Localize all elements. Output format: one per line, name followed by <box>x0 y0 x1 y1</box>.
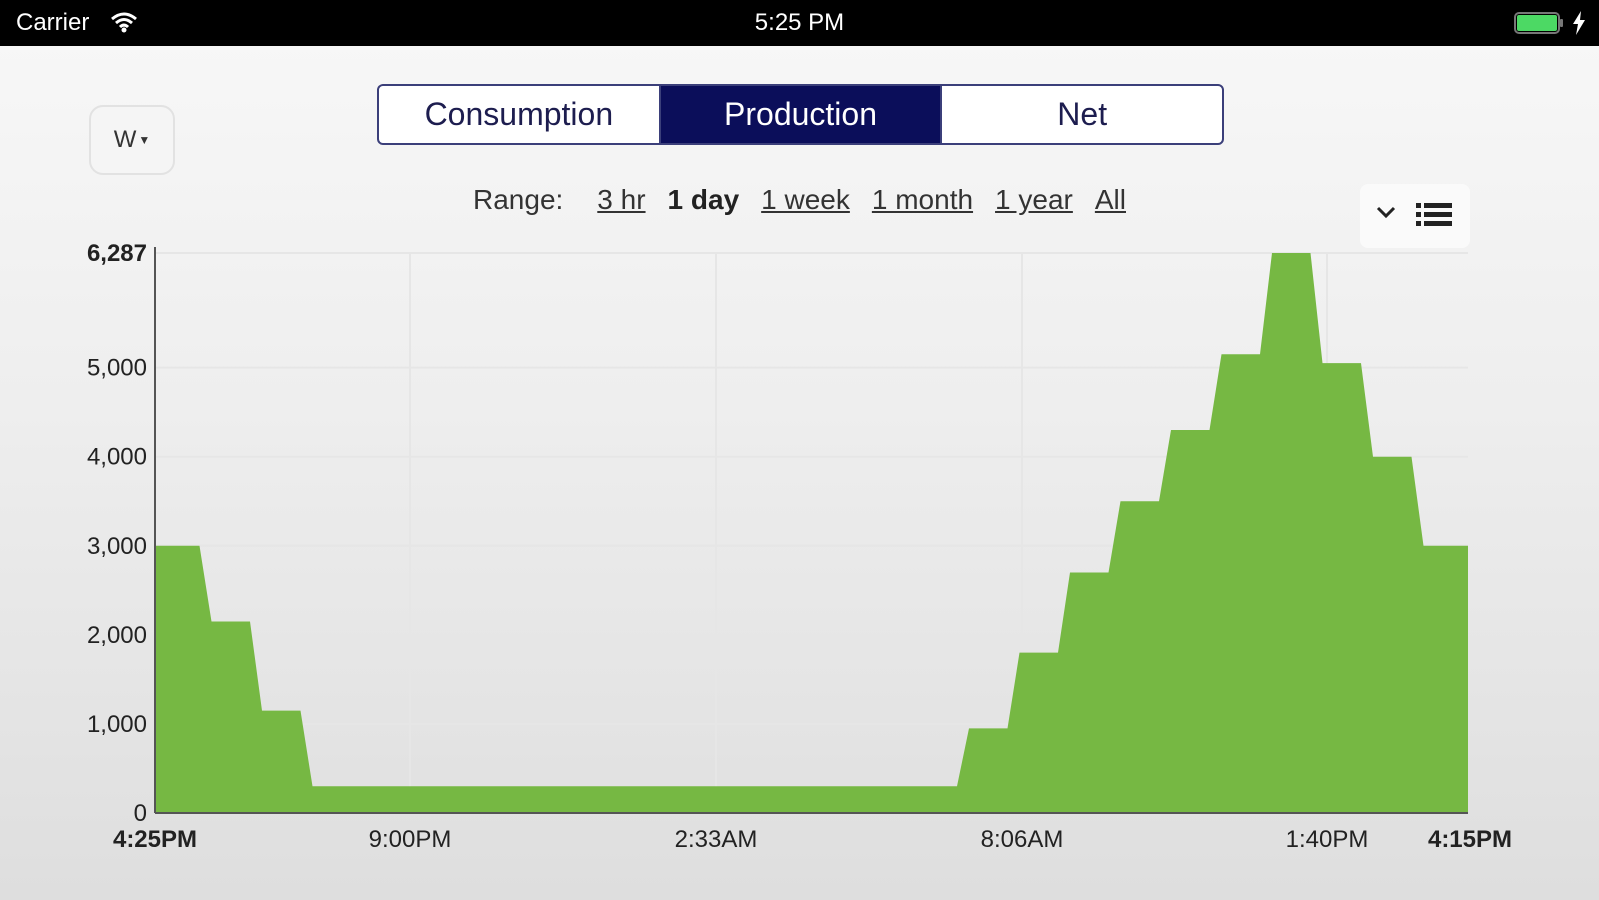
x-tick-label: 1:40PM <box>1286 826 1369 853</box>
x-tick-label: 2:33AM <box>675 826 758 853</box>
range-option-1month[interactable]: 1 month <box>871 184 974 215</box>
tab-production[interactable]: Production <box>658 86 941 143</box>
range-option-1year[interactable]: 1 year <box>995 184 1073 215</box>
battery-icon <box>1514 12 1563 34</box>
y-tick-label: 6,287 <box>87 240 147 267</box>
unit-label: W <box>113 126 137 153</box>
x-tick-label: 9:00PM <box>369 826 452 853</box>
x-tick-label: 4:15PM <box>1428 826 1512 853</box>
range-selector: Range: 3 hr 1 day 1 week 1 month 1 year … <box>0 180 1599 220</box>
x-tick-label: 8:06AM <box>981 826 1064 853</box>
mode-segmented-control: Consumption Production Net <box>377 84 1224 145</box>
y-tick-label: 3,000 <box>87 533 147 560</box>
tab-net[interactable]: Net <box>940 86 1222 143</box>
caret-down-icon: ▼ <box>138 133 151 147</box>
range-option-1day[interactable]: 1 day <box>667 184 740 215</box>
production-area <box>155 253 1468 813</box>
status-time: 5:25 PM <box>754 9 845 36</box>
y-tick-label: 4,000 <box>87 444 147 471</box>
range-option-3hr[interactable]: 3 hr <box>597 184 646 215</box>
range-option-all[interactable]: All <box>1094 184 1126 215</box>
tab-consumption[interactable]: Consumption <box>424 96 614 132</box>
range-label: Range: <box>473 184 564 215</box>
list-icon <box>1416 203 1452 226</box>
x-tick-label: 4:25PM <box>113 826 197 853</box>
y-tick-label: 0 <box>134 800 147 827</box>
unit-dropdown-button[interactable]: W ▼ <box>89 105 175 175</box>
status-bar: Carrier 5:25 PM <box>0 0 1599 46</box>
y-tick-label: 5,000 <box>87 355 147 382</box>
chevron-down-icon <box>1376 206 1396 219</box>
wifi-icon <box>111 12 137 33</box>
range-option-1week[interactable]: 1 week <box>761 184 850 215</box>
y-tick-label: 2,000 <box>87 622 147 649</box>
chart-menu-button[interactable] <box>1360 184 1470 248</box>
carrier-label: Carrier <box>16 9 90 36</box>
bolt-icon <box>1573 11 1585 35</box>
y-tick-label: 1,000 <box>87 711 147 738</box>
